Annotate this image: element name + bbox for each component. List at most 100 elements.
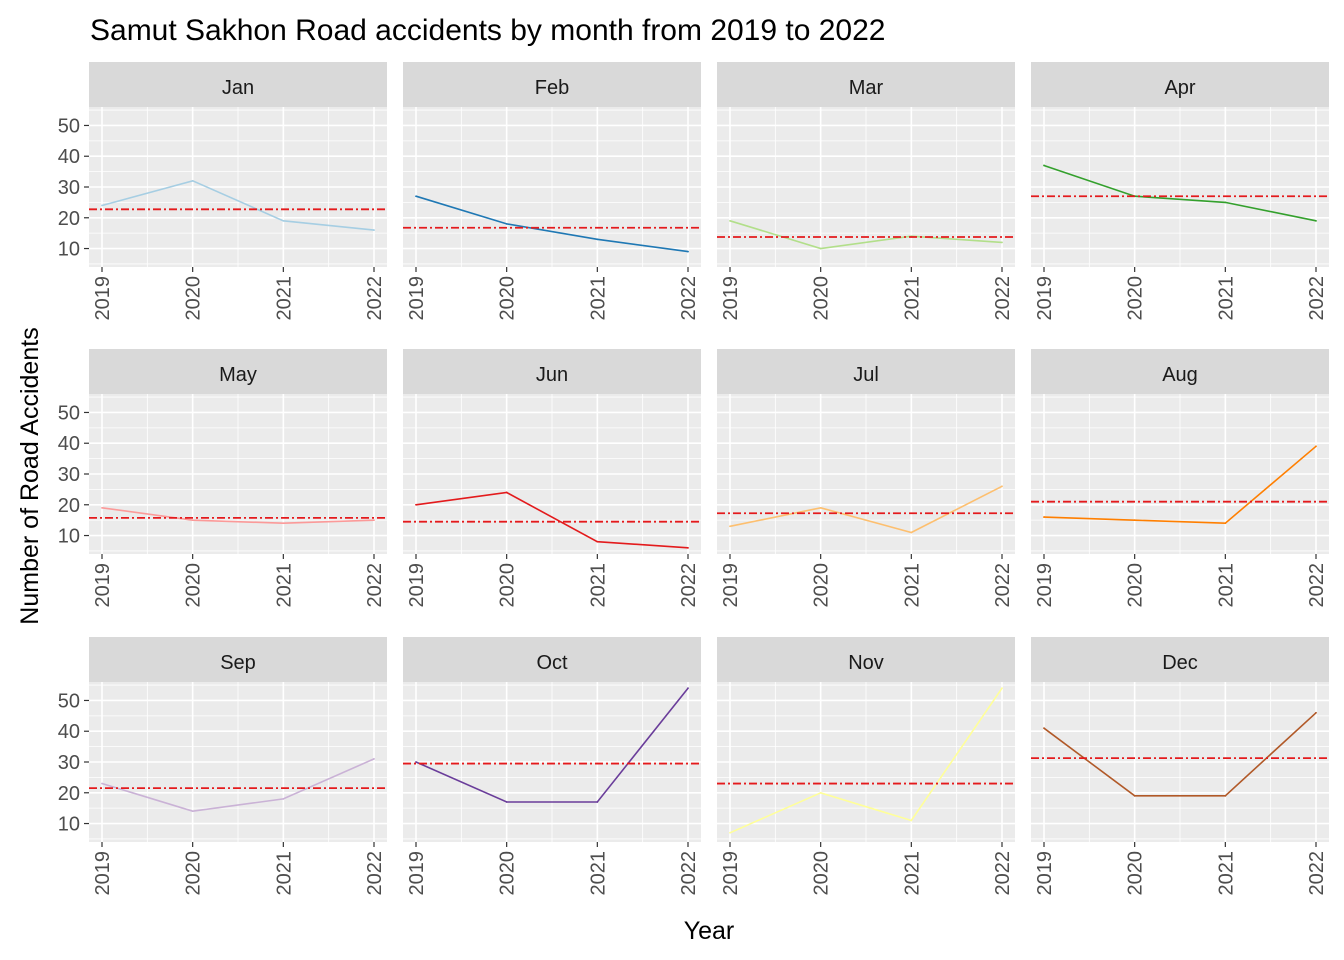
y-tick-label: 20 [58,783,80,805]
data-point [910,819,913,822]
x-tick-label: 2022 [678,563,700,608]
y-tick-label: 10 [58,814,80,836]
x-tick-label: 2021 [1215,276,1237,321]
data-point [1001,485,1003,488]
x-tick-label: 2020 [1125,276,1147,321]
y-tick-label: 10 [58,239,80,261]
x-tick-label: 2022 [992,276,1014,321]
data-point [596,540,599,543]
x-tick-label: 2020 [497,851,519,896]
facet-label: Jul [853,364,879,386]
series-line [1043,164,1317,222]
x-tick-label: 2019 [720,563,742,608]
data-point [819,506,822,509]
x-tick-label: 2019 [1034,851,1056,896]
x-tick-label: 2019 [406,276,428,321]
panel-apr: Apr 2019 2020 2021 2022 [1031,62,1329,321]
series-line [1043,712,1317,797]
y-tick-label: 20 [58,208,80,230]
facet-strip [403,349,701,394]
panel-may: May 10 20 30 40 50 2019 2020 2021 2022 [58,349,387,608]
facet-label: Oct [536,652,568,674]
data-point [101,204,103,207]
x-tick-label: 2021 [901,851,923,896]
data-point [1224,201,1227,204]
panel-mar: Mar 2019 2020 2021 2022 [717,62,1015,321]
panel-feb: Feb 2019 2020 2021 2022 [403,62,701,321]
x-tick-label: 2020 [811,851,833,896]
x-tick-label: 2020 [1125,851,1147,896]
data-point [1043,516,1045,518]
x-tick-label: 2022 [364,563,386,608]
x-tick-label: 2022 [1306,563,1328,608]
facet-strip [717,637,1015,682]
x-tick-label: 2020 [183,851,205,896]
x-tick-label: 2022 [1306,851,1328,896]
panel-nov: Nov 2019 2020 2021 2022 [717,637,1015,896]
series-line [415,491,689,549]
x-tick-label: 2020 [183,276,205,321]
series-line [101,758,375,813]
data-point [282,219,285,222]
facet-label: Dec [1162,652,1198,674]
data-point [1001,241,1003,244]
data-point [596,238,599,241]
facet-label: Jan [222,77,254,99]
data-point [819,247,822,250]
data-point [729,219,731,222]
x-tick-label: 2019 [92,563,114,608]
x-tick-label: 2021 [901,563,923,608]
y-tick-label: 30 [58,464,80,486]
facet-strip [1031,637,1329,682]
facet-strip [1031,349,1329,394]
x-tick-label: 2022 [992,563,1014,608]
x-tick-label: 2020 [811,563,833,608]
y-tick-label: 40 [58,721,80,743]
series-line [101,179,375,231]
data-point [1043,164,1045,167]
facet-label: Jun [536,364,568,386]
panel-jan: Jan 10 20 30 40 50 2019 2020 2021 2022 [58,62,387,321]
x-tick-label: 2020 [497,276,519,321]
facet-label: Feb [535,77,569,99]
panel-oct: Oct 2019 2020 2021 2022 [403,637,701,896]
x-tick-label: 2019 [406,563,428,608]
x-tick-label: 2020 [1125,563,1147,608]
data-point [729,831,731,834]
x-tick-label: 2019 [720,851,742,896]
x-tick-label: 2021 [273,276,295,321]
data-point [101,782,103,785]
x-tick-label: 2021 [901,276,923,321]
x-tick-label: 2019 [406,851,428,896]
data-point [1133,794,1136,797]
data-point [729,525,731,528]
data-point [1315,445,1317,448]
series-line [729,687,1003,834]
x-tick-label: 2022 [1306,276,1328,321]
series-line [1043,445,1317,525]
x-tick-label: 2019 [92,276,114,321]
x-tick-label: 2021 [587,563,609,608]
panel-sep: Sep 10 20 30 40 50 2019 2020 2021 2022 [58,637,387,896]
facet-label: Nov [848,652,884,674]
data-point [373,519,375,522]
data-point [1224,522,1227,525]
x-tick-label: 2021 [587,276,609,321]
data-point [373,758,375,760]
data-point [373,229,375,231]
series-line [729,485,1003,534]
data-point [191,519,194,522]
y-axis-title: Number of Road Accidents [16,327,44,624]
facet-label: Mar [849,77,884,99]
x-tick-label: 2021 [1215,563,1237,608]
x-tick-label: 2022 [678,276,700,321]
data-point [596,801,599,803]
data-point [1133,519,1136,522]
data-point [505,223,508,225]
series-line [415,687,689,803]
data-point [1224,794,1227,797]
data-point [1001,687,1003,690]
data-point [687,250,689,253]
x-tick-label: 2022 [364,276,386,321]
